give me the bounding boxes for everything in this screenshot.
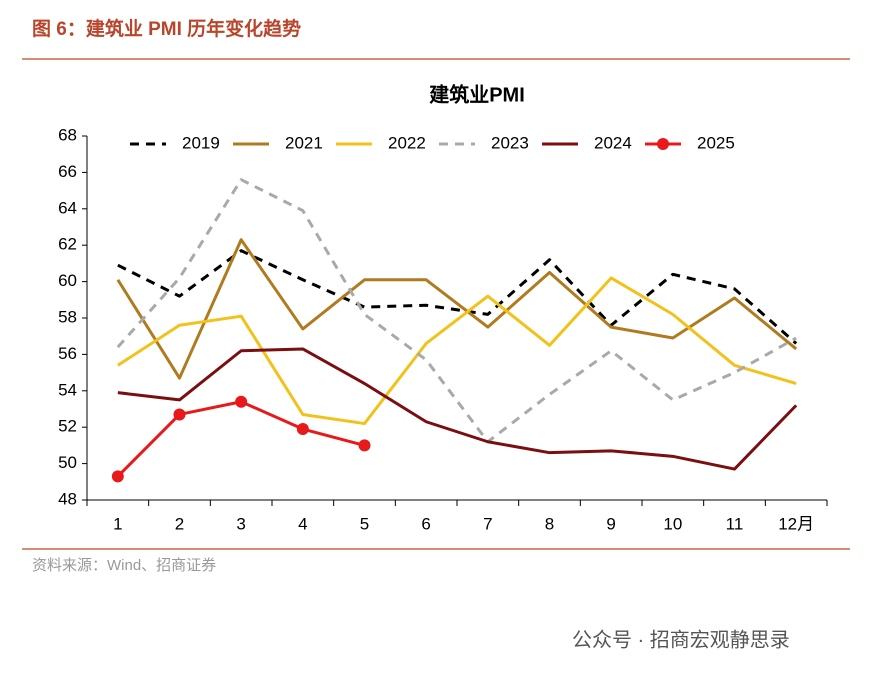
point — [296, 423, 309, 436]
series-line — [117, 249, 798, 345]
chart-title: 建筑业PMI — [429, 82, 525, 106]
legend-label: 2023 — [491, 133, 529, 152]
x-tick-label: 9 — [606, 514, 615, 533]
y-tick-label: 62 — [58, 235, 77, 254]
y-tick-label: 66 — [58, 162, 77, 181]
y-tick-label: 48 — [58, 489, 77, 508]
y-tick-label: 64 — [58, 198, 77, 217]
x-tick-label: 10 — [663, 514, 682, 533]
watermark: 公众号 · 招商宏观静思录 — [572, 628, 790, 651]
y-tick-label: 60 — [58, 271, 77, 290]
series-line — [116, 400, 365, 478]
legend-label: 2025 — [697, 133, 735, 152]
y-tick-label: 68 — [58, 125, 77, 144]
y-tick-label: 58 — [58, 307, 77, 326]
y-tick-label: 50 — [58, 453, 77, 472]
legend-label: 2024 — [594, 133, 632, 152]
point — [111, 470, 124, 483]
x-tick-label: 4 — [298, 514, 307, 533]
x-tick-label: 3 — [236, 514, 245, 533]
y-tick-label: 54 — [58, 380, 77, 399]
x-tick-label: 8 — [545, 514, 554, 533]
series-line — [116, 238, 798, 380]
series-line — [116, 178, 797, 444]
point — [173, 408, 186, 421]
y-tick-label: 56 — [58, 344, 77, 363]
point — [235, 395, 248, 408]
y-tick-label: 52 — [58, 417, 77, 436]
source: 资料来源：Wind、招商证券 — [32, 557, 216, 574]
x-tick-label: 1 — [113, 514, 122, 533]
x-tick-label: 2 — [175, 514, 184, 533]
x-tick-label: 12月 — [778, 514, 814, 533]
x-tick-label: 7 — [483, 514, 492, 533]
series-line — [117, 347, 798, 471]
x-tick-label: 6 — [421, 514, 430, 533]
legend-marker — [657, 138, 669, 150]
x-tick-label: 5 — [360, 514, 369, 533]
figure-title: 图 6：建筑业 PMI 历年变化趋势 — [32, 17, 301, 40]
series-line — [117, 276, 797, 426]
legend-label: 2021 — [285, 133, 323, 152]
legend-label: 2019 — [182, 133, 220, 152]
legend-label: 2022 — [388, 133, 426, 152]
x-tick-label: 11 — [726, 514, 744, 533]
point — [358, 439, 371, 452]
